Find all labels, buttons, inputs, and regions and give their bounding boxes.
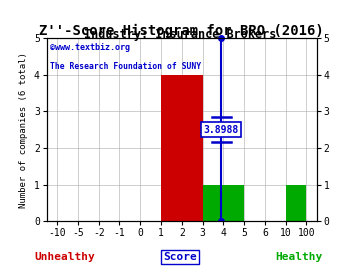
Bar <box>203 185 244 221</box>
Y-axis label: Number of companies (6 total): Number of companies (6 total) <box>19 52 28 208</box>
Title: Z''-Score Histogram for BRO (2016): Z''-Score Histogram for BRO (2016) <box>40 24 324 38</box>
Text: Industry: Insurance Brokers: Industry: Insurance Brokers <box>84 28 276 41</box>
Text: Score: Score <box>163 252 197 262</box>
Bar <box>285 185 306 221</box>
Text: Unhealthy: Unhealthy <box>35 252 95 262</box>
Text: The Research Foundation of SUNY: The Research Foundation of SUNY <box>50 62 201 71</box>
Text: ©www.textbiz.org: ©www.textbiz.org <box>50 43 130 52</box>
Text: Healthy: Healthy <box>275 252 323 262</box>
Bar <box>161 75 203 221</box>
Text: 3.8988: 3.8988 <box>204 124 239 135</box>
